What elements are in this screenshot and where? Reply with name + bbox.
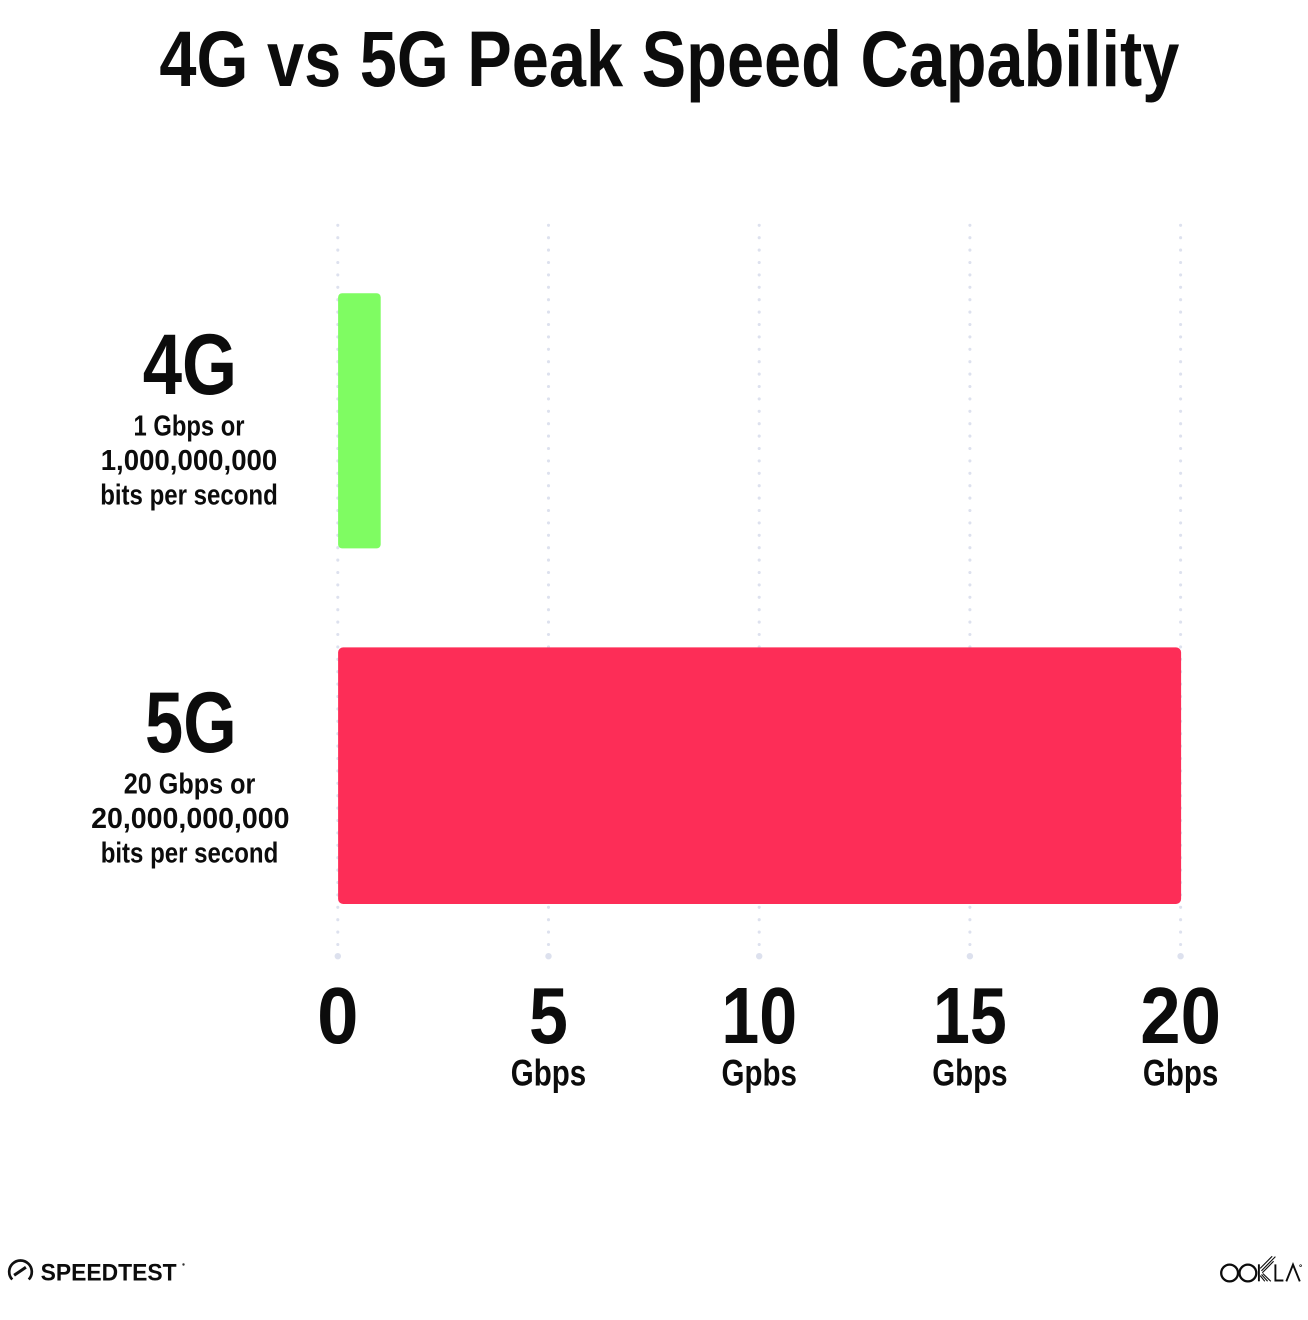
- svg-text:10: 10: [721, 971, 797, 1060]
- svg-text:20: 20: [1140, 971, 1221, 1060]
- svg-text:bits per second: bits per second: [101, 837, 279, 869]
- svg-text:0: 0: [317, 971, 358, 1060]
- svg-text:Gpbs: Gpbs: [722, 1052, 797, 1094]
- svg-text:15: 15: [933, 971, 1007, 1060]
- svg-text:1 Gbps or: 1 Gbps or: [134, 411, 245, 443]
- svg-text:20 Gbps or: 20 Gbps or: [124, 769, 256, 801]
- svg-text:5: 5: [529, 971, 568, 1060]
- svg-text:1,000,000,000: 1,000,000,000: [101, 445, 278, 477]
- svg-text:4G vs 5G Peak Speed Capability: 4G vs 5G Peak Speed Capability: [159, 15, 1179, 103]
- svg-text:20,000,000,000: 20,000,000,000: [91, 803, 289, 835]
- svg-text:5G: 5G: [145, 675, 237, 771]
- svg-text:Gbps: Gbps: [1143, 1052, 1218, 1094]
- svg-text:Gbps: Gbps: [511, 1052, 586, 1094]
- svg-text:Gbps: Gbps: [932, 1052, 1007, 1094]
- svg-text:4G: 4G: [143, 317, 237, 413]
- svg-text:bits per second: bits per second: [100, 479, 278, 511]
- svg-text:SPEEDTEST: SPEEDTEST: [41, 1260, 177, 1287]
